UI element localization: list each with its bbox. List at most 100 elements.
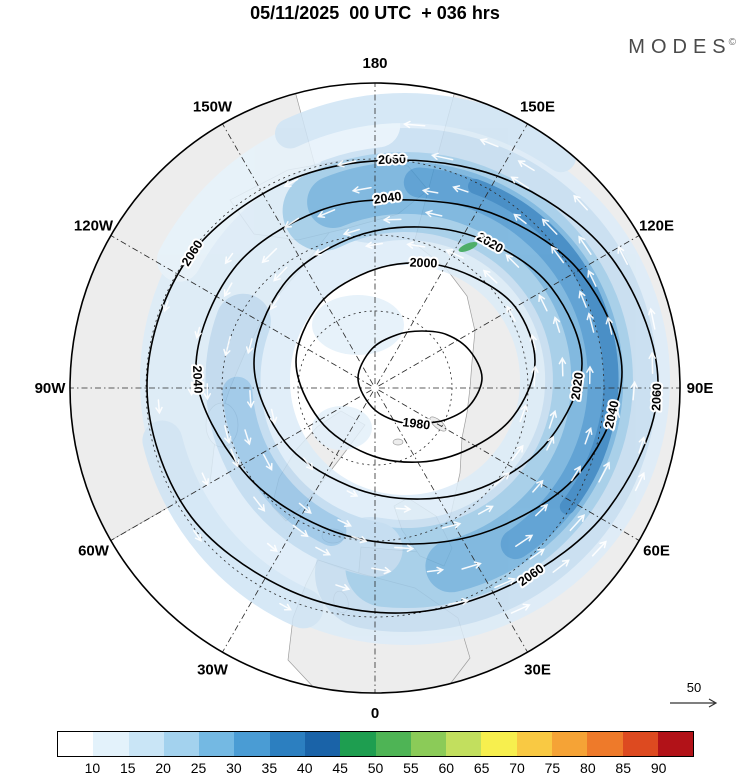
wind-arrow bbox=[426, 566, 445, 575]
meridian-line bbox=[222, 391, 374, 653]
colorbar-cell bbox=[375, 732, 411, 756]
wind-arrow bbox=[630, 380, 638, 401]
colorbar-cell bbox=[340, 732, 376, 756]
wind-arrow bbox=[569, 514, 586, 532]
wind-arrow bbox=[395, 505, 412, 513]
wind-arrow bbox=[541, 218, 558, 235]
wind-arrow bbox=[586, 365, 594, 385]
wind-arrow bbox=[245, 338, 254, 355]
wind-arrow bbox=[535, 503, 549, 517]
wind-arrow bbox=[441, 521, 462, 529]
wind-arrow bbox=[403, 120, 426, 129]
longitude-label: 30E bbox=[524, 662, 551, 679]
colorbar-cell bbox=[587, 732, 623, 756]
wind-arrow bbox=[529, 548, 546, 560]
shading-patch bbox=[312, 406, 372, 450]
meridian-line bbox=[378, 389, 640, 541]
wind-arrow bbox=[532, 479, 544, 493]
wind-arrow bbox=[578, 290, 587, 308]
page-title: 05/11/2025 00 UTC + 036 hrs bbox=[250, 3, 500, 23]
wind-arrow bbox=[193, 529, 202, 542]
wind-arrow bbox=[538, 293, 548, 312]
colorbar-cell bbox=[481, 732, 517, 756]
wind-arrow bbox=[253, 496, 266, 512]
wind-arrow bbox=[648, 307, 656, 330]
longitude-label: 150E bbox=[520, 99, 555, 116]
colorbar-tick-label: 35 bbox=[261, 760, 278, 776]
shading-band bbox=[275, 93, 576, 173]
contour-label: 2060 bbox=[649, 383, 664, 411]
colorbar-tick-label: 70 bbox=[509, 760, 525, 776]
colorbar-tick-label: 15 bbox=[119, 760, 136, 776]
wind-arrow bbox=[510, 603, 531, 614]
wind-arrow bbox=[578, 235, 592, 255]
wind-arrow bbox=[648, 351, 656, 375]
wind-arrow bbox=[511, 444, 524, 461]
height-contours bbox=[146, 159, 659, 614]
wind-arrow bbox=[546, 435, 555, 451]
colorbar-cell bbox=[269, 732, 305, 756]
contour-label: 2060 bbox=[378, 152, 406, 167]
wind-arrow bbox=[155, 399, 163, 415]
map-boundary bbox=[69, 82, 681, 694]
high-wind-spot bbox=[458, 242, 478, 252]
wind-arrow bbox=[424, 209, 443, 218]
contour-line-2060 bbox=[146, 159, 659, 614]
wind-arrow bbox=[283, 178, 299, 188]
colorbar-cell bbox=[234, 732, 270, 756]
colorbar-cell bbox=[622, 732, 658, 756]
wind-arrow bbox=[421, 187, 439, 195]
colorbar-tick-label: 65 bbox=[473, 760, 490, 776]
wind-arrow bbox=[162, 300, 170, 313]
colorbar-tick-label: 60 bbox=[438, 760, 455, 776]
colorbar-tick-label: 10 bbox=[84, 760, 101, 776]
wind-arrow bbox=[266, 542, 278, 553]
shading-patch bbox=[312, 295, 404, 355]
colorbar-tick-label: 50 bbox=[367, 760, 384, 776]
contour-line-2000 bbox=[295, 262, 536, 463]
contour-line-2040 bbox=[195, 198, 623, 545]
wind-arrow bbox=[548, 409, 557, 429]
longitude-label: 180 bbox=[362, 55, 387, 72]
wind-arrow bbox=[558, 356, 567, 377]
wind-arrow bbox=[587, 269, 597, 287]
wind-arrow bbox=[448, 597, 470, 606]
wind-arrow bbox=[515, 534, 534, 547]
wind-arrow bbox=[634, 471, 646, 492]
longitude-label: 120W bbox=[74, 218, 114, 235]
contour-label: 2040 bbox=[190, 365, 205, 393]
wind-arrow bbox=[269, 408, 278, 425]
wind-arrow bbox=[336, 160, 357, 168]
colorbar-tick-label: 90 bbox=[650, 760, 667, 776]
colorbar-cell bbox=[58, 732, 94, 756]
longitude-labels: 180 150W 150E 120W 120E 90W 90E 60W 60E 30W 30E 0 bbox=[35, 55, 714, 722]
colorbar-cell bbox=[657, 732, 694, 756]
longitude-label: 60E bbox=[643, 543, 670, 560]
wind-arrow bbox=[298, 502, 312, 514]
wind-arrow bbox=[244, 429, 252, 446]
wind-arrow bbox=[452, 185, 469, 193]
wind-arrow bbox=[382, 215, 402, 224]
graticule bbox=[70, 83, 680, 693]
reference-arrow-icon bbox=[670, 698, 718, 708]
wind-arrow bbox=[482, 269, 498, 284]
wind-arrow bbox=[605, 316, 613, 335]
colorbar-cell bbox=[128, 732, 164, 756]
contour-label: 2000 bbox=[409, 256, 437, 271]
wind-arrow bbox=[517, 160, 535, 172]
colorbar-tick-label: 30 bbox=[226, 760, 242, 776]
colorbar-cell bbox=[410, 732, 447, 756]
wind-arrow bbox=[201, 472, 209, 487]
wind-arrow bbox=[494, 577, 516, 589]
wind-arrow bbox=[194, 326, 202, 340]
wind-arrow bbox=[273, 266, 288, 282]
wind-arrow bbox=[203, 383, 212, 401]
contour-line-2020 bbox=[253, 226, 583, 500]
wind-arrow bbox=[505, 254, 520, 268]
wind-arrow bbox=[224, 252, 234, 265]
colorbar-tick-label: 25 bbox=[190, 760, 207, 776]
wind-arrow bbox=[552, 316, 561, 333]
contour-label: 2020 bbox=[568, 371, 586, 401]
contour-label: 1980 bbox=[402, 415, 431, 432]
wind-arrow bbox=[612, 409, 621, 432]
